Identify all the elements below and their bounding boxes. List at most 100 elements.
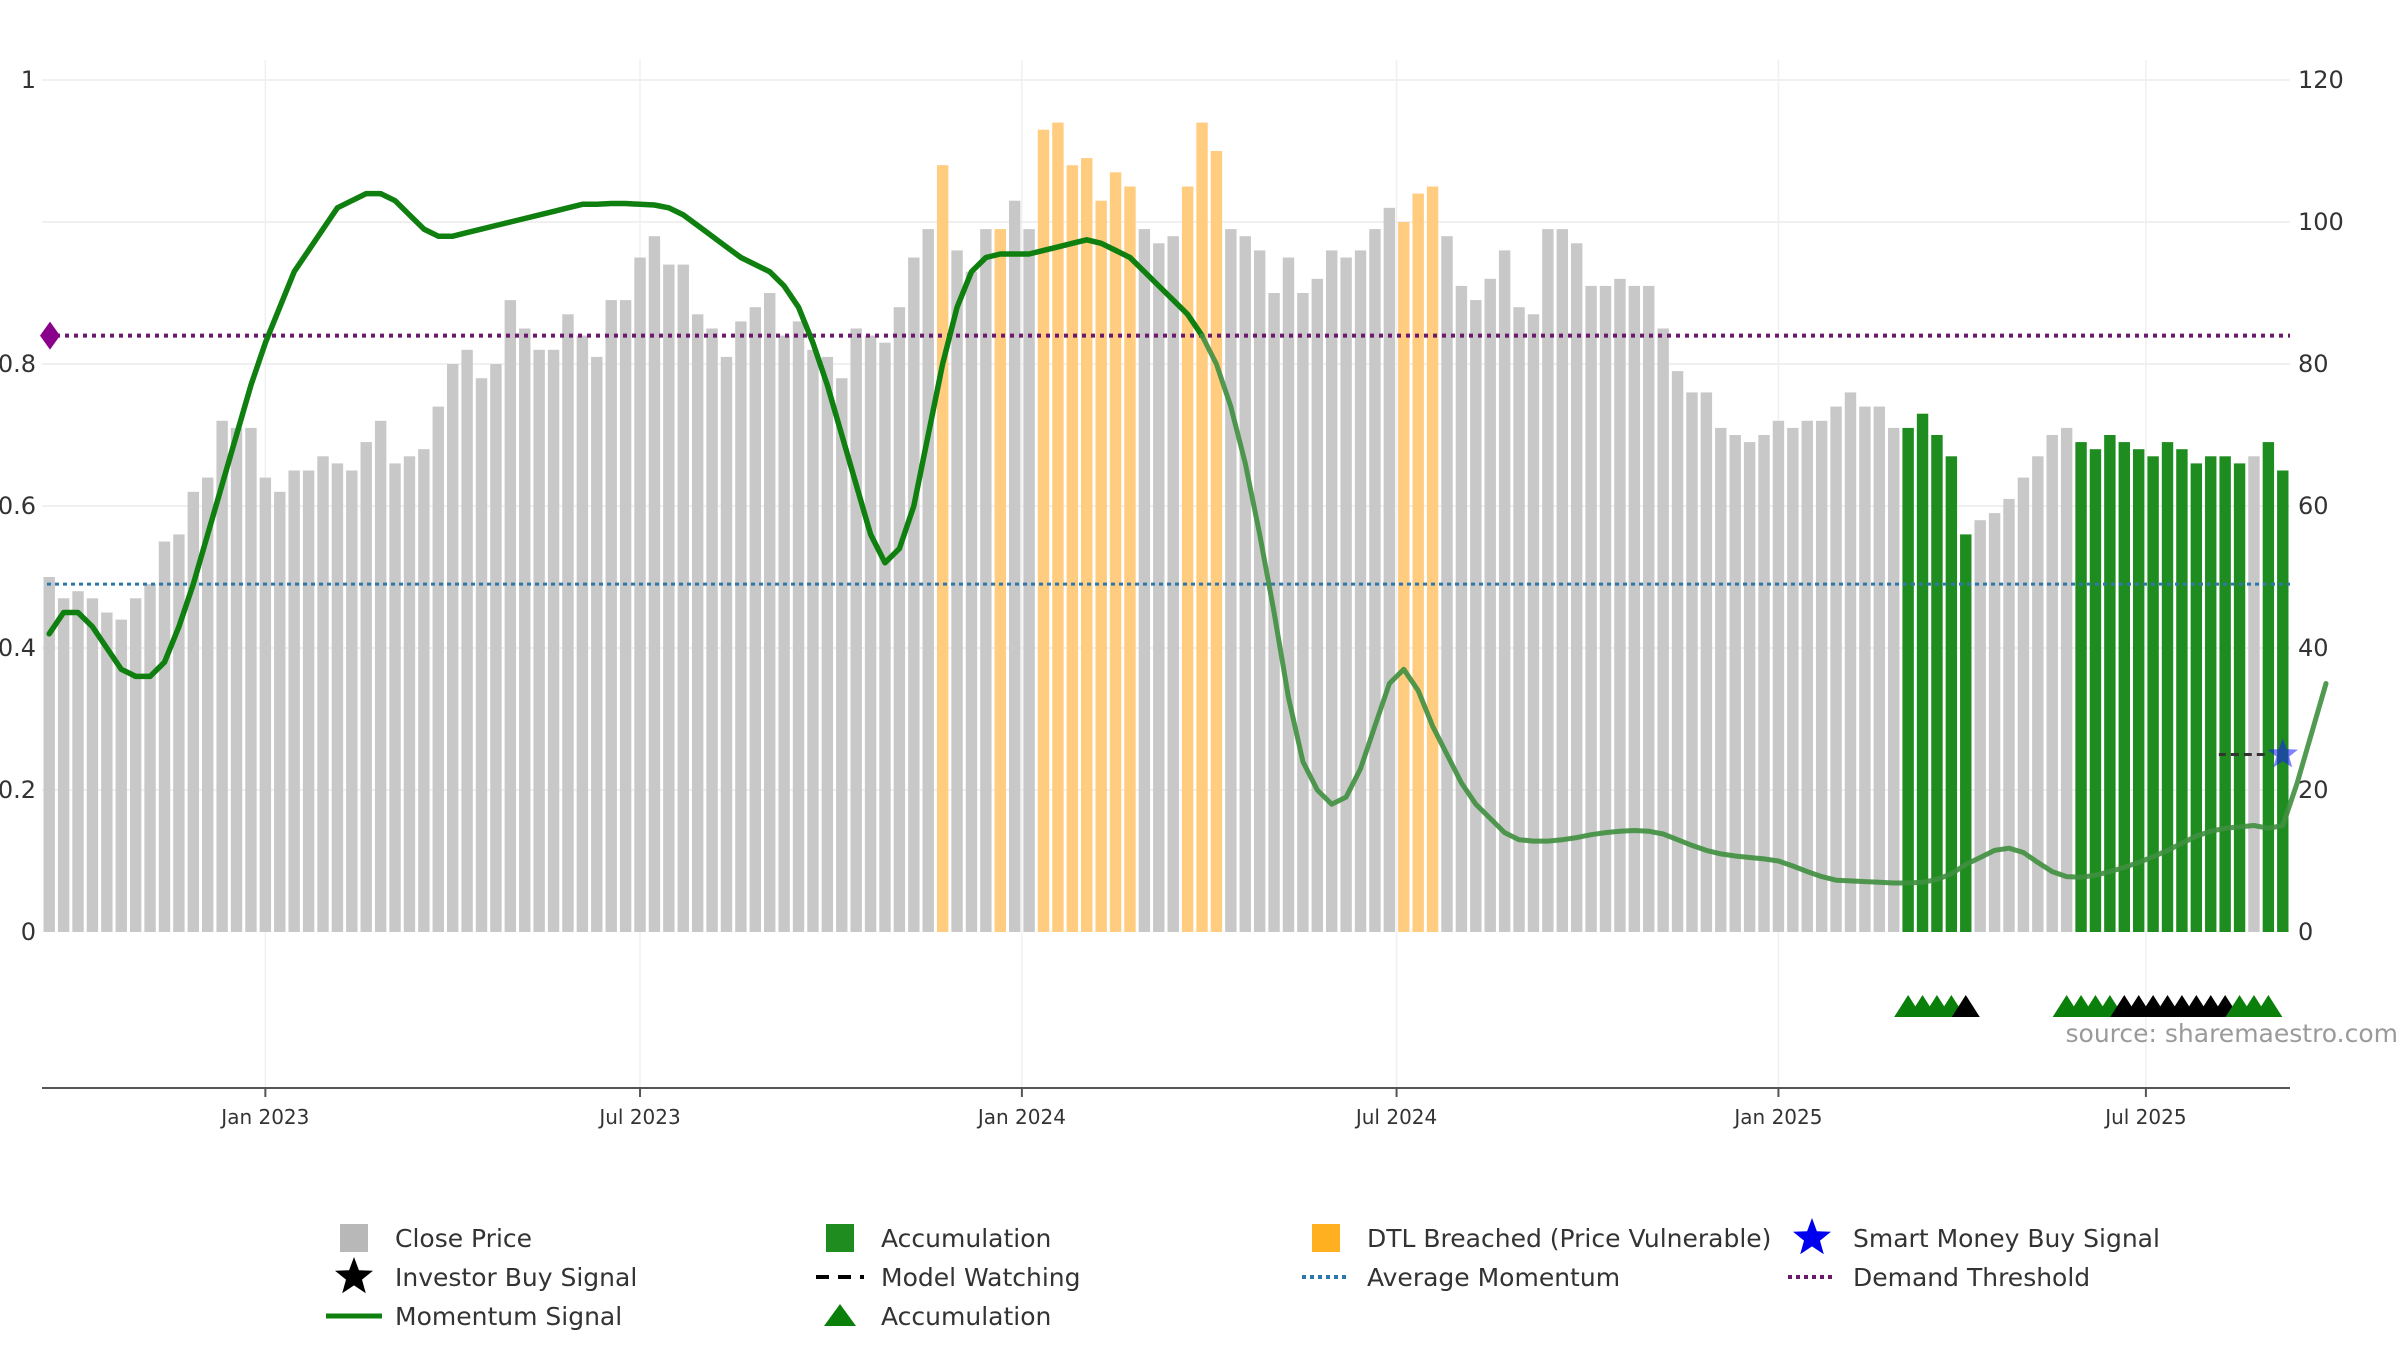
close-price-bar bbox=[562, 314, 574, 932]
legend-label: Accumulation bbox=[881, 1302, 1051, 1331]
close-price-bar bbox=[259, 477, 272, 932]
close-price-bar bbox=[1369, 229, 1381, 933]
close-price-bar bbox=[1715, 427, 1727, 932]
close-price-bar bbox=[403, 456, 416, 932]
close-price-bar bbox=[706, 328, 718, 932]
x-tick-label: Jul 2023 bbox=[597, 1105, 680, 1129]
momentum-signal-line-recent bbox=[1199, 333, 2329, 886]
dtl-breached-bar bbox=[1037, 129, 1050, 932]
dtl-breached-bar bbox=[1095, 200, 1107, 932]
close-price-bar bbox=[1484, 278, 1496, 932]
legend-square-icon bbox=[1312, 1224, 1340, 1252]
close-price-bar bbox=[475, 378, 488, 932]
accumulation-bar bbox=[1916, 413, 1929, 932]
legend-label: Close Price bbox=[395, 1224, 532, 1253]
accumulation-bar bbox=[2277, 470, 2289, 932]
close-price-bar bbox=[504, 300, 517, 933]
accumulation-bar bbox=[1960, 534, 1972, 932]
close-price-bar bbox=[663, 264, 675, 933]
accumulation-bar bbox=[1945, 456, 1958, 932]
accumulation-bar bbox=[2219, 456, 2231, 932]
close-price-bar bbox=[1873, 406, 1886, 933]
close-price-bar bbox=[677, 264, 689, 933]
close-price-bar bbox=[749, 307, 762, 932]
close-price-bar bbox=[1311, 278, 1324, 932]
close-price-bar bbox=[619, 300, 632, 933]
legend-item: Momentum Signal bbox=[326, 1302, 622, 1331]
dtl-breached-bar bbox=[1196, 122, 1208, 933]
legend: Close Price Accumulation DTL Breached (Pri… bbox=[326, 1218, 2160, 1331]
close-price-bar bbox=[634, 257, 646, 932]
close-price-bar bbox=[2060, 427, 2073, 932]
close-price-bar bbox=[591, 356, 603, 932]
close-price-bar bbox=[792, 321, 805, 932]
close-price-bar bbox=[864, 335, 877, 933]
close-price-bar bbox=[1643, 285, 1655, 932]
close-price-bar bbox=[1167, 236, 1179, 932]
close-price-bar bbox=[980, 229, 992, 933]
close-price-bar bbox=[965, 271, 978, 932]
legend-item: Accumulation bbox=[824, 1302, 1051, 1331]
close-price-bar bbox=[1297, 293, 1309, 932]
accumulation-bar bbox=[2205, 456, 2217, 932]
close-price-bar bbox=[1239, 236, 1251, 932]
dtl-breached-bar bbox=[1109, 172, 1122, 933]
close-price-bar bbox=[821, 356, 834, 932]
close-price-bar bbox=[1729, 435, 1741, 932]
close-price-bar bbox=[216, 420, 228, 932]
close-price-bar bbox=[230, 427, 243, 932]
legend-item: Model Watching bbox=[816, 1263, 1081, 1292]
investor-buy-marker bbox=[1951, 995, 1980, 1017]
close-price-bar bbox=[202, 477, 214, 932]
close-price-bar bbox=[245, 427, 257, 932]
accumulation-bar bbox=[1902, 427, 1914, 932]
y-left-tick-label: 0.4 bbox=[0, 634, 36, 662]
legend-item: Close Price bbox=[340, 1224, 532, 1253]
legend-label: DTL Breached (Price Vulnerable) bbox=[1367, 1224, 1771, 1253]
legend-item: Accumulation bbox=[826, 1224, 1051, 1253]
legend-star-icon bbox=[335, 1257, 373, 1294]
legend-item: DTL Breached (Price Vulnerable) bbox=[1312, 1224, 1771, 1253]
close-price-bar bbox=[1225, 229, 1237, 933]
x-tick-label: Jul 2025 bbox=[2103, 1105, 2186, 1129]
close-price-bar bbox=[389, 463, 401, 932]
close-price-bar bbox=[778, 335, 790, 933]
close-price-bar bbox=[1527, 314, 1540, 932]
close-price-bar bbox=[101, 612, 113, 932]
close-price-bar bbox=[461, 349, 473, 932]
axes: Jan 2023 Jul 2023 Jan 2024 Jul 2024 Jan 2025… bbox=[0, 66, 2344, 1129]
close-price-bar bbox=[1686, 392, 1698, 932]
close-price-bar bbox=[2003, 498, 2015, 932]
close-price-bars bbox=[43, 122, 2289, 933]
y-right-tick-label: 40 bbox=[2298, 634, 2329, 662]
dtl-breached-bar bbox=[1124, 186, 1136, 932]
accumulation-bar bbox=[2161, 442, 2174, 932]
accumulation-bar bbox=[2089, 449, 2102, 932]
close-price-bar bbox=[576, 335, 589, 933]
close-price-bar bbox=[446, 364, 459, 932]
x-tick-label: Jan 2023 bbox=[219, 1105, 309, 1129]
y-left-tick-label: 0.2 bbox=[0, 776, 36, 804]
dtl-breached-bar bbox=[1066, 165, 1079, 932]
momentum-signal bbox=[46, 190, 2329, 886]
close-price-bar bbox=[1844, 392, 1857, 932]
dtl-breached-bar bbox=[1081, 158, 1093, 933]
close-price-bar bbox=[764, 293, 776, 932]
accumulation-bar bbox=[2190, 463, 2203, 932]
close-price-bar bbox=[879, 342, 891, 932]
close-price-bar bbox=[2248, 456, 2260, 932]
close-price-bar bbox=[807, 349, 819, 932]
momentum-signal-line bbox=[46, 190, 1205, 680]
y-right-tick-label: 120 bbox=[2298, 66, 2344, 94]
legend-label: Average Momentum bbox=[1367, 1263, 1620, 1292]
close-price-bar bbox=[418, 449, 430, 932]
close-price-bar bbox=[1585, 285, 1597, 932]
dtl-breached-bar bbox=[1181, 186, 1194, 932]
close-price-bar bbox=[836, 378, 848, 932]
legend-label: Demand Threshold bbox=[1853, 1263, 2090, 1292]
legend-item: Demand Threshold bbox=[1788, 1263, 2090, 1292]
close-price-bar bbox=[1570, 243, 1583, 933]
x-tick-label: Jul 2024 bbox=[1354, 1105, 1437, 1129]
accumulation-bar bbox=[1931, 435, 1943, 932]
